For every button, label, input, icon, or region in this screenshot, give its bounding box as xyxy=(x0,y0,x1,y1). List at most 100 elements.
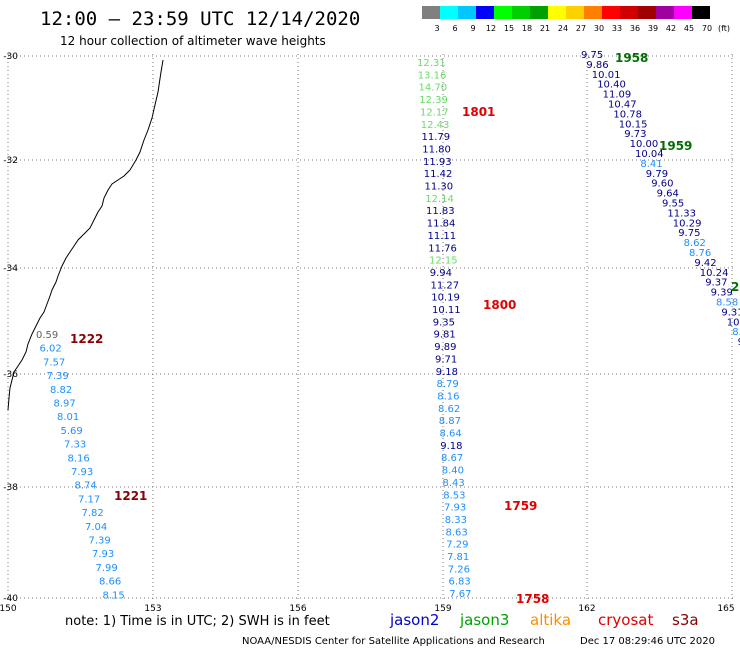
wave-height-value: 10.04 xyxy=(635,149,664,160)
wave-height-value: 10.01 xyxy=(592,70,621,81)
wave-height-value: 8.63 xyxy=(446,527,468,538)
color-swatch xyxy=(548,6,566,19)
wave-height-value: 9.89 xyxy=(434,342,456,353)
scale-label: 39 xyxy=(648,24,658,33)
wave-height-value: 9.37 xyxy=(705,278,727,289)
color-swatch xyxy=(692,6,710,19)
latitude-label: -32 xyxy=(3,156,18,166)
wave-height-value: 8.40 xyxy=(442,466,464,477)
wave-height-value: 9.64 xyxy=(657,189,679,200)
wave-height-value: 8.62 xyxy=(684,238,706,249)
wave-height-value: 11.79 xyxy=(422,132,451,143)
wave-height-value: 13.16 xyxy=(418,70,447,81)
wave-height-value: 8.82 xyxy=(50,385,72,396)
color-swatch xyxy=(512,6,530,19)
wave-height-value: 8.33 xyxy=(445,515,467,526)
wave-height-value: 10.19 xyxy=(431,293,460,304)
wave-height-value: 11.11 xyxy=(428,231,457,242)
scale-label: 3 xyxy=(434,24,439,33)
wave-height-value: 8.67 xyxy=(441,453,463,464)
wave-height-value: 7.26 xyxy=(448,564,470,575)
longitude-label: 165 xyxy=(717,604,734,614)
coastline xyxy=(7,59,164,411)
scale-label: 18 xyxy=(522,24,532,33)
wave-height-value: 14.70 xyxy=(419,83,448,94)
wave-height-value: 7.04 xyxy=(85,522,107,533)
scale-label: 36 xyxy=(630,24,640,33)
scale-label: 33 xyxy=(612,24,622,33)
satellite-altika: altika xyxy=(530,611,571,629)
wave-height-value: 11.42 xyxy=(424,169,453,180)
color-swatch xyxy=(566,6,584,19)
pass-time-label: 1958 xyxy=(615,51,648,65)
wave-height-value: 11.83 xyxy=(426,206,455,217)
footer-timestamp: Dec 17 08:29:46 UTC 2020 xyxy=(580,636,715,647)
wave-height-value: 12.14 xyxy=(425,194,454,205)
scale-label: 45 xyxy=(684,24,694,33)
wave-height-value: 10.29 xyxy=(673,218,702,229)
wave-height-value: 12.43 xyxy=(421,120,450,131)
wave-height-value: 10.00 xyxy=(630,139,659,150)
wave-height-value: 8.97 xyxy=(54,399,76,410)
wave-height-value: 9.42 xyxy=(694,258,716,269)
scale-label: 6 xyxy=(452,24,457,33)
wave-height-value: 10.24 xyxy=(700,268,729,279)
wave-height-value: 8.15 xyxy=(103,590,125,601)
wave-height-value: 7.93 xyxy=(444,503,466,514)
wave-height-value: 7.99 xyxy=(96,563,118,574)
scale-label: 21 xyxy=(540,24,550,33)
wave-height-value: 7.82 xyxy=(82,508,104,519)
scale-label: 70 xyxy=(702,24,712,33)
color-swatch xyxy=(584,6,602,19)
color-swatch xyxy=(458,6,476,19)
wave-height-value: 11.93 xyxy=(423,157,452,168)
scale-label: 27 xyxy=(576,24,586,33)
longitude-label: 162 xyxy=(578,604,595,614)
scale-label: 42 xyxy=(666,24,676,33)
wave-height-value: 8.53 xyxy=(443,490,465,501)
wave-height-value: 8.64 xyxy=(440,429,462,440)
wave-height-value: 7.93 xyxy=(92,549,114,560)
wave-height-value: 11.09 xyxy=(603,90,632,101)
wave-height-value: 7.33 xyxy=(64,440,86,451)
pass-time-label: 1959 xyxy=(659,139,692,153)
wave-height-value: 8.66 xyxy=(99,577,121,588)
map-subtitle: 12 hour collection of altimeter wave hei… xyxy=(60,34,326,48)
footer-note: note: 1) Time is in UTC; 2) SWH is in fe… xyxy=(65,614,330,629)
color-swatch xyxy=(674,6,692,19)
color-swatch xyxy=(494,6,512,19)
wave-height-value: 11.76 xyxy=(428,243,457,254)
pass-time-label: 2 xyxy=(731,280,739,294)
wave-height-value: 11.27 xyxy=(431,280,460,291)
wave-height-value: 10.78 xyxy=(613,109,642,120)
color-swatch xyxy=(620,6,638,19)
wave-height-value: 10.47 xyxy=(608,100,637,111)
wave-height-value: 8.6 xyxy=(732,327,740,338)
satellite-cryosat: cryosat xyxy=(598,611,653,629)
wave-height-value: 8.41 xyxy=(640,159,662,170)
scale-label: 12 xyxy=(486,24,496,33)
wave-height-value: 10.40 xyxy=(597,80,626,91)
wave-height-value: 8.79 xyxy=(437,379,459,390)
wave-height-value: 9.71 xyxy=(435,354,457,365)
wave-height-value: 5.69 xyxy=(61,426,83,437)
satellite-s3a: s3a xyxy=(672,611,699,629)
wave-height-value: 7.81 xyxy=(447,552,469,563)
wave-height-value: 10.11 xyxy=(432,305,461,316)
wave-height-value: 9.79 xyxy=(646,169,668,180)
wave-height-value: 8.74 xyxy=(75,481,97,492)
pass-time-label: 1758 xyxy=(516,592,549,606)
color-swatch xyxy=(602,6,620,19)
wave-height-value: 9.18 xyxy=(440,441,462,452)
color-swatch xyxy=(530,6,548,19)
wave-height-value: 9.35 xyxy=(433,317,455,328)
wave-height-value: 8.62 xyxy=(438,404,460,415)
latitude-label: -36 xyxy=(3,370,18,380)
satellite-jason2: jason2 xyxy=(389,611,439,629)
scale-label: 30 xyxy=(594,24,604,33)
longitude-label: 159 xyxy=(434,604,451,614)
wave-height-value: 6.83 xyxy=(449,577,471,588)
color-scale-legend: 3 6 9 12 15 18 21 24 27 30 33 36 39 42 45 70 (ft) xyxy=(422,6,730,33)
wave-height-value: 9.75 xyxy=(678,228,700,239)
